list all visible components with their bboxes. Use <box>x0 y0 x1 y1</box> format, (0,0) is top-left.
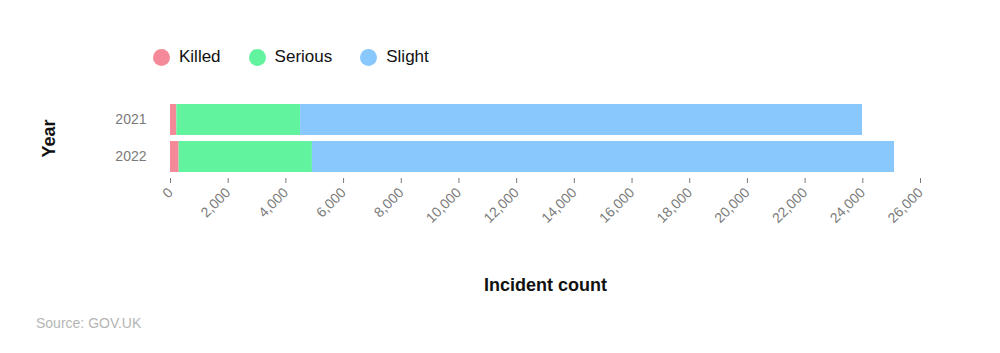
svg-text:6,000: 6,000 <box>313 184 349 220</box>
svg-text:2,000: 2,000 <box>197 184 233 220</box>
svg-text:Year: Year <box>39 119 59 157</box>
svg-text:2021: 2021 <box>115 111 146 127</box>
svg-text:26,000: 26,000 <box>884 184 926 226</box>
svg-text:8,000: 8,000 <box>370 184 406 220</box>
svg-text:20,000: 20,000 <box>711 184 753 226</box>
svg-text:16,000: 16,000 <box>596 184 638 226</box>
svg-text:2022: 2022 <box>115 148 146 164</box>
html-text:Source: GOV.UK: Source: GOV.UK <box>36 315 142 331</box>
svg-text:12,000: 12,000 <box>480 184 522 226</box>
svg-text:14,000: 14,000 <box>538 184 580 226</box>
svg-text:24,000: 24,000 <box>826 184 868 226</box>
svg-text:0: 0 <box>159 184 176 201</box>
html-text:Slight: Slight <box>386 47 429 66</box>
svg-text:10,000: 10,000 <box>423 184 465 226</box>
html-text:Serious: Serious <box>274 47 333 66</box>
svg-text:Incident count: Incident count <box>484 275 607 295</box>
svg-text:22,000: 22,000 <box>769 184 811 226</box>
svg-text:18,000: 18,000 <box>653 184 695 226</box>
html-text:Killed: Killed <box>179 47 221 66</box>
svg-text:4,000: 4,000 <box>255 184 291 220</box>
